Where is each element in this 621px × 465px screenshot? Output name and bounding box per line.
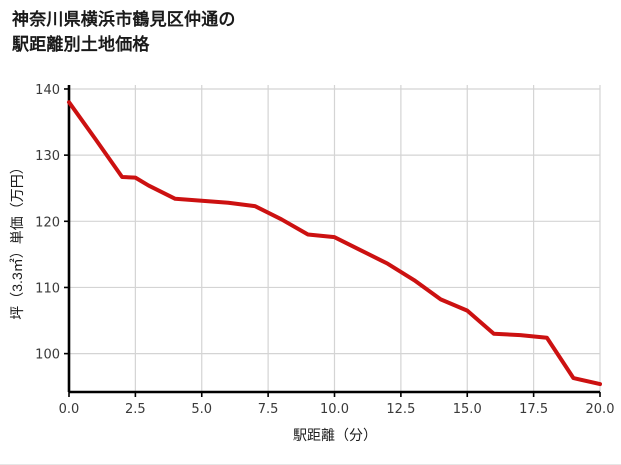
- gridlines-group: [69, 85, 601, 392]
- x-tick-label: 12.5: [386, 402, 415, 417]
- y-axis-title: 坪（3.3㎡）単価（万円）: [9, 160, 25, 319]
- x-tick-label: 2.5: [125, 402, 146, 417]
- x-tick-group: 0.0 2.5 5.0 7.5 10.0 12.5 15.0 17.5 20.0: [59, 392, 615, 417]
- x-tick-label: 17.5: [519, 402, 548, 417]
- x-tick-label: 10.0: [320, 402, 349, 417]
- x-axis-title: 駅距離（分）: [293, 427, 377, 443]
- x-tick-label: 7.5: [258, 402, 279, 417]
- y-tick-label: 120: [35, 215, 60, 230]
- y-tick-label: 140: [35, 83, 60, 98]
- y-tick-group: 100 110 120 130 140: [35, 83, 69, 363]
- page-title: 神奈川県横浜市鶴見区仲通の 駅距離別土地価格: [12, 10, 236, 54]
- x-tick-label: 0.0: [59, 402, 80, 417]
- y-tick-label: 110: [35, 281, 60, 296]
- y-tick-label: 100: [35, 348, 60, 363]
- y-tick-label: 130: [35, 149, 60, 164]
- x-tick-label: 20.0: [586, 402, 615, 417]
- x-tick-label: 5.0: [191, 402, 212, 417]
- x-tick-label: 15.0: [453, 402, 482, 417]
- price-series-line: [67, 100, 602, 387]
